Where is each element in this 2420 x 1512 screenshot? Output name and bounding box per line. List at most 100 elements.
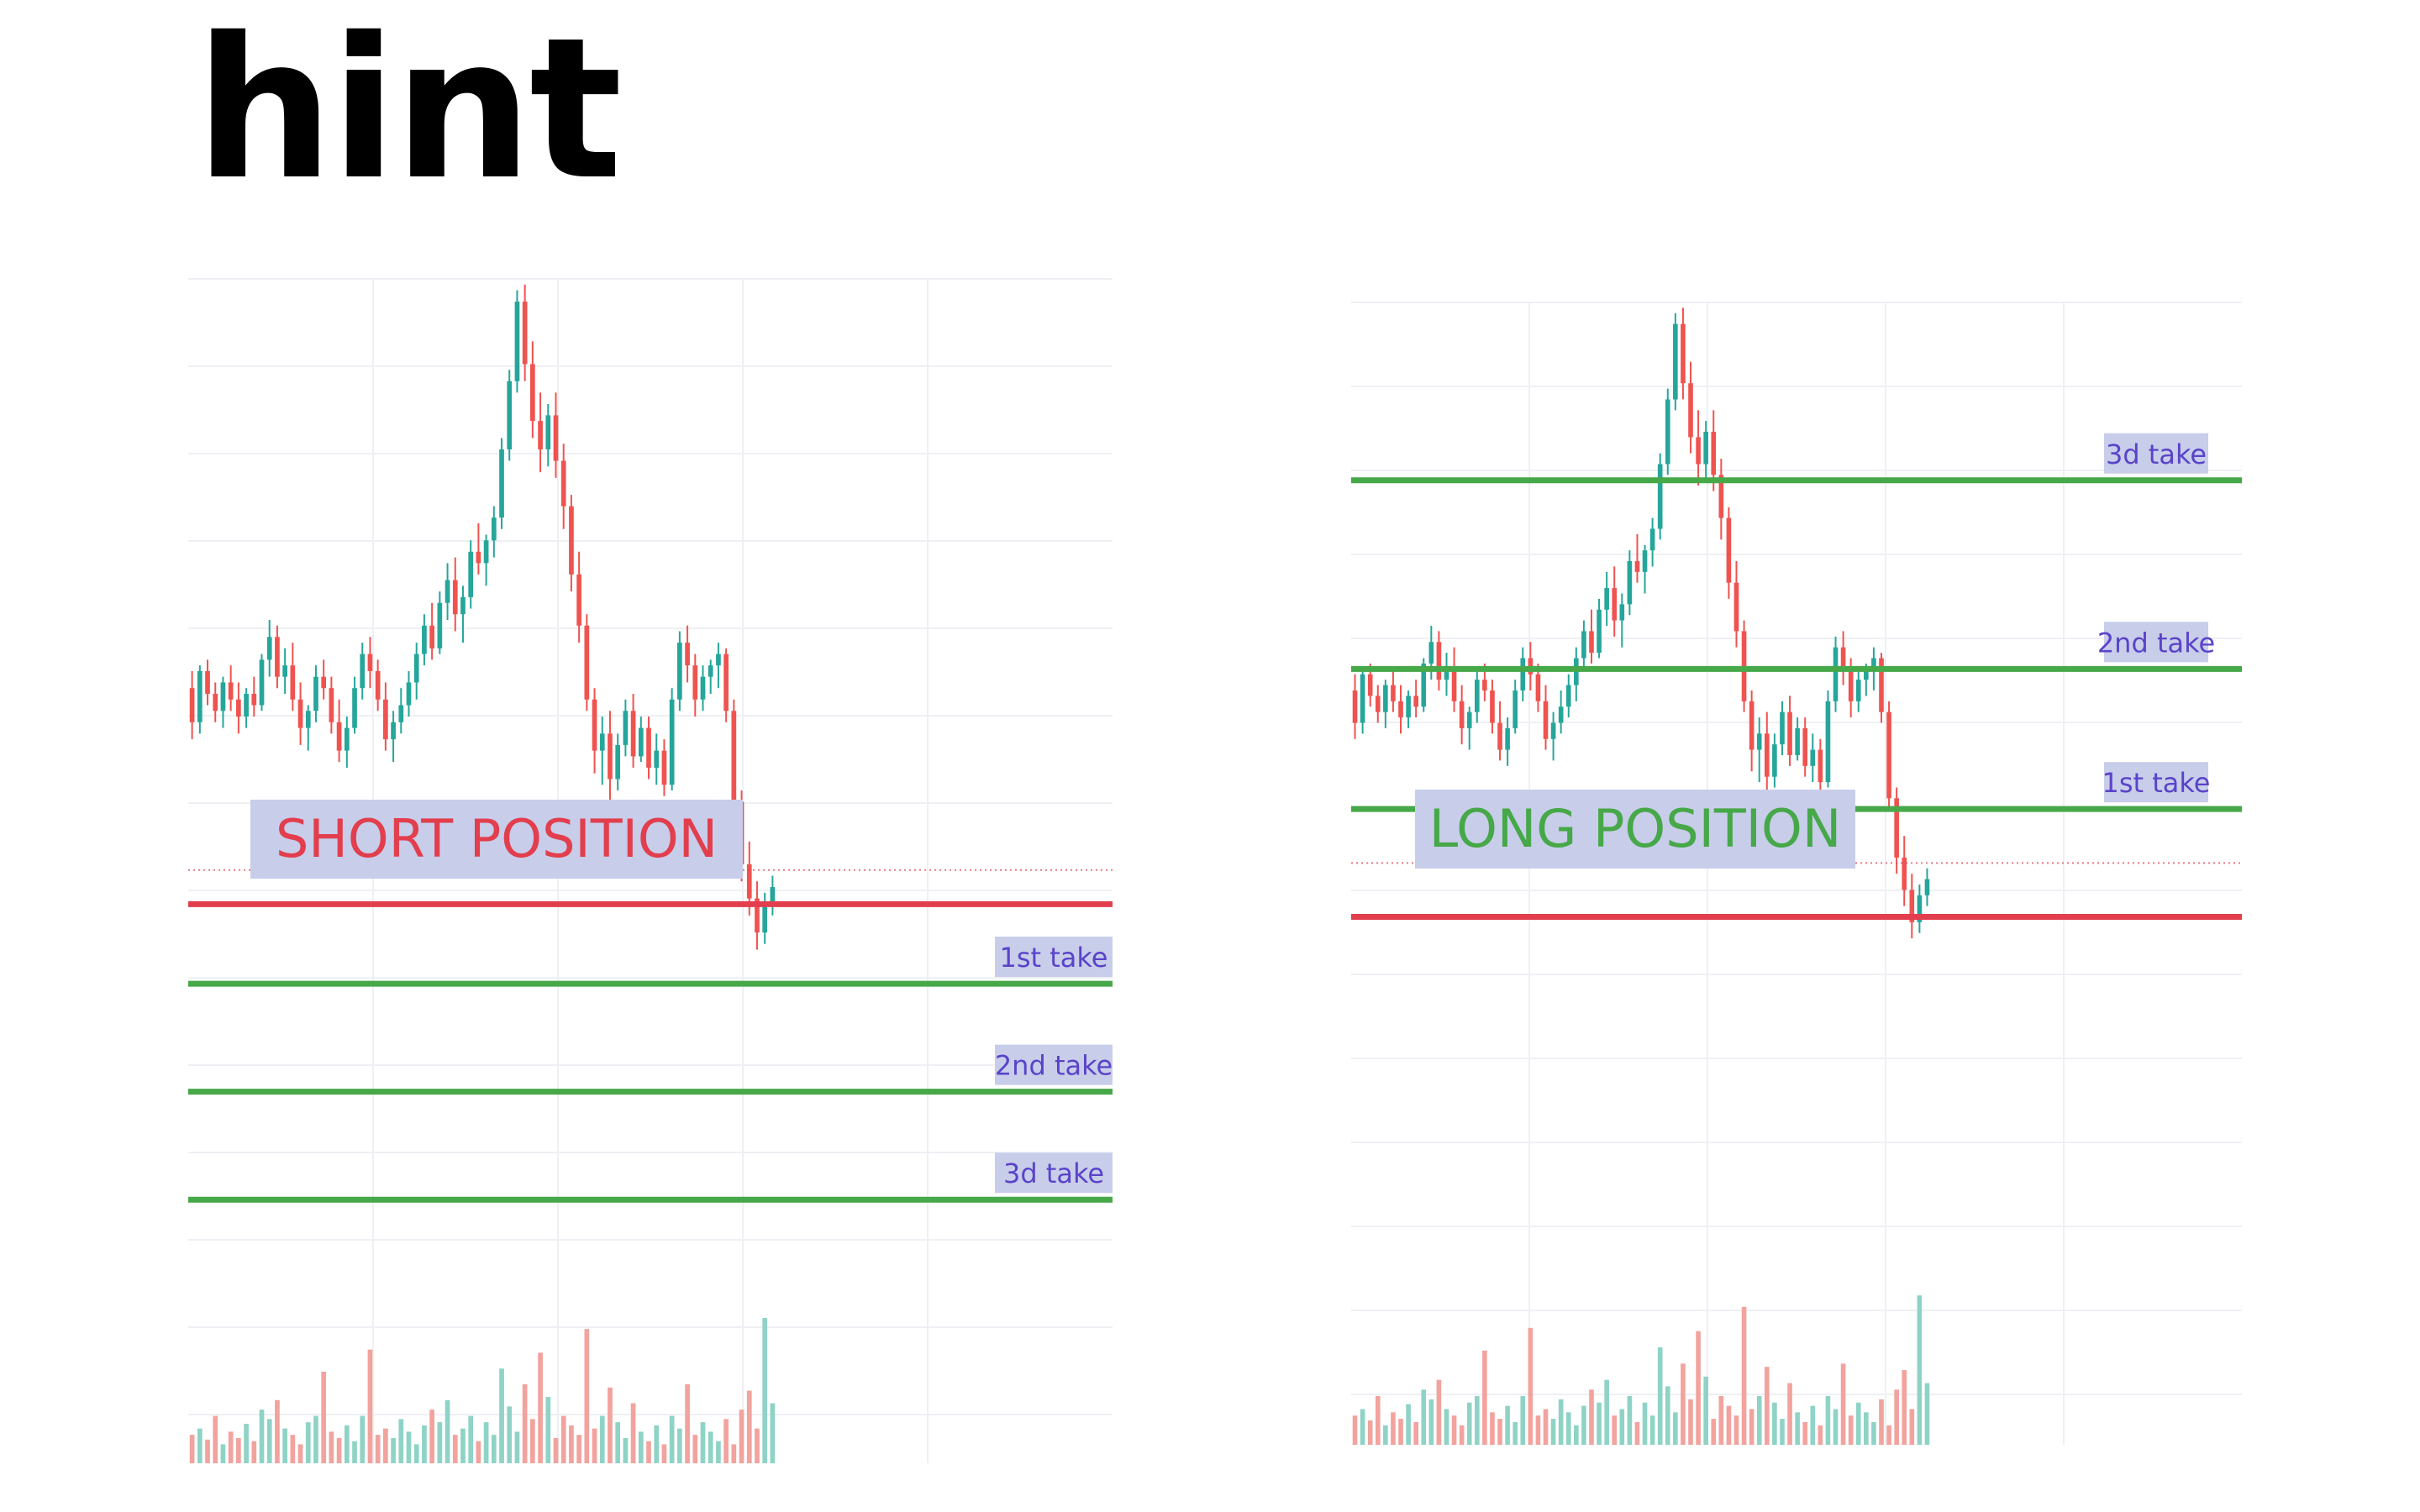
candle <box>708 659 713 694</box>
candle-body <box>251 693 257 706</box>
candle <box>313 665 318 722</box>
volume-bar <box>1474 1396 1480 1445</box>
candle <box>1436 631 1442 690</box>
candle <box>1718 459 1724 540</box>
volume-bar <box>275 1399 280 1463</box>
candle-body <box>499 449 504 518</box>
volume-bar <box>367 1349 373 1463</box>
candle-body <box>1917 895 1923 922</box>
volume-bar <box>1871 1421 1876 1445</box>
candle <box>630 693 636 768</box>
candle <box>576 551 581 643</box>
volume-bar <box>1818 1425 1823 1445</box>
volume-bar <box>545 1397 551 1463</box>
candle <box>205 659 210 706</box>
candle-body <box>569 506 574 575</box>
volume-bar <box>398 1419 404 1463</box>
candle-body <box>1657 464 1663 529</box>
take-1st-label-bg <box>2104 762 2208 803</box>
candle-body <box>266 637 272 660</box>
candle <box>429 602 434 660</box>
candle-body <box>321 676 327 689</box>
volume-bar <box>391 1437 396 1463</box>
take-3d-level: 3d take <box>1351 433 2242 484</box>
candle-body <box>530 364 535 422</box>
volume-bar <box>731 1444 737 1463</box>
volume-bar <box>321 1371 327 1463</box>
candle <box>1726 507 1732 599</box>
candle <box>297 682 303 745</box>
volume-bar <box>1802 1421 1808 1445</box>
candle <box>476 522 481 575</box>
volume-bar <box>429 1410 434 1463</box>
volume-bar <box>514 1431 520 1463</box>
candle-body <box>259 659 265 706</box>
candle <box>1490 680 1495 734</box>
position-label: LONG POSITION <box>1415 790 1855 869</box>
volume-bar <box>1741 1306 1747 1445</box>
take-2nd-label-bg <box>2104 622 2208 663</box>
candle <box>344 717 350 768</box>
candle-body <box>383 699 388 740</box>
candle-body <box>746 864 752 899</box>
volume-bar <box>251 1441 257 1463</box>
volume-bar <box>189 1435 195 1463</box>
candle <box>329 676 334 734</box>
candle-body <box>1749 701 1754 750</box>
candle-body <box>205 670 210 694</box>
volume-bars <box>1352 1295 1930 1445</box>
candle-body <box>1565 685 1571 707</box>
candle-body <box>1764 733 1770 777</box>
candle <box>1909 874 1915 939</box>
volume-bar <box>1375 1396 1381 1445</box>
candle-body <box>1543 701 1549 739</box>
candle-body <box>189 688 195 722</box>
candle <box>1703 421 1708 480</box>
candle-body <box>352 688 357 728</box>
candle-body <box>770 887 776 905</box>
candle-body <box>282 665 287 677</box>
candle-body <box>1909 890 1915 922</box>
candle-body <box>1406 696 1411 718</box>
candle-body <box>1367 674 1373 696</box>
candle <box>1787 696 1792 766</box>
candle-body <box>1924 879 1930 895</box>
volume-bar <box>406 1431 412 1463</box>
candle-body <box>630 711 636 757</box>
candle <box>1879 653 1884 723</box>
candle <box>615 733 621 790</box>
candle <box>592 688 597 774</box>
candle-body <box>1825 701 1831 783</box>
candle <box>1612 566 1618 637</box>
candle <box>1383 680 1388 728</box>
candle-body <box>1681 323 1686 384</box>
candle <box>352 676 357 734</box>
volume-bar <box>1924 1383 1930 1445</box>
candle-body <box>1894 798 1899 858</box>
candle-body <box>1505 727 1510 750</box>
volume-bar <box>1550 1419 1556 1445</box>
candle <box>1688 361 1693 454</box>
volume-bar <box>522 1384 528 1463</box>
candle <box>522 284 528 381</box>
candle <box>1565 674 1571 718</box>
candle-body <box>1810 749 1816 766</box>
candle <box>723 648 729 722</box>
volume-bar <box>608 1387 613 1463</box>
volume-bar <box>1627 1396 1633 1445</box>
candle <box>305 705 311 751</box>
candle <box>445 563 450 620</box>
candle <box>1543 685 1549 750</box>
candle-body <box>1604 588 1609 610</box>
candle-body <box>1421 663 1427 707</box>
volume-bar <box>197 1428 203 1463</box>
volume-bar <box>452 1435 458 1463</box>
volume-bar <box>599 1415 605 1463</box>
candle <box>669 688 675 790</box>
volume-bar <box>1505 1405 1510 1445</box>
volume-bar <box>1649 1415 1655 1445</box>
volume-bar <box>1444 1409 1449 1445</box>
candle <box>336 699 342 763</box>
candle-body <box>1840 647 1846 669</box>
candle-body <box>244 693 249 717</box>
